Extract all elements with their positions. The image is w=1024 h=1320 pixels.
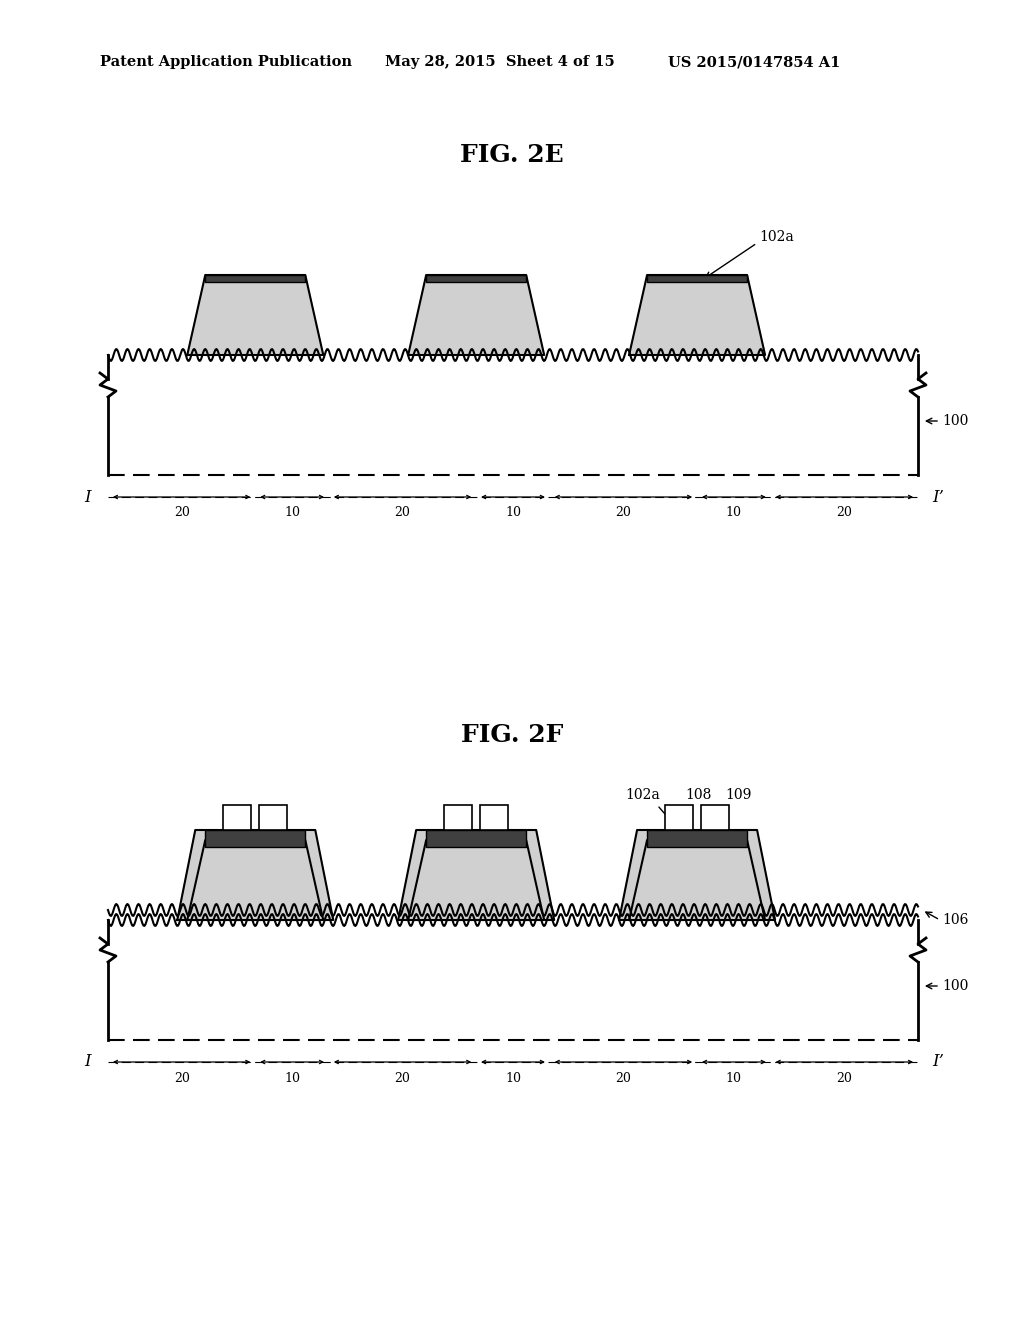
Bar [444,805,472,830]
Text: 102a: 102a [759,230,794,244]
Bar [426,275,526,282]
Polygon shape [188,841,323,919]
Polygon shape [409,840,544,920]
Text: 20: 20 [837,507,852,520]
Polygon shape [409,275,544,355]
Text: I: I [85,1053,91,1071]
Text: US 2015/0147854 A1: US 2015/0147854 A1 [668,55,841,69]
Bar [647,275,748,282]
Text: I: I [85,488,91,506]
Text: 106: 106 [942,913,969,927]
Polygon shape [177,830,333,920]
Text: 10: 10 [505,507,521,520]
Bar [480,805,508,830]
Text: Patent Application Publication: Patent Application Publication [100,55,352,69]
Text: 10: 10 [284,507,300,520]
Text: 10: 10 [726,1072,742,1085]
Bar [666,805,693,830]
Polygon shape [187,840,324,920]
Polygon shape [629,840,765,920]
Bar [205,275,305,282]
Text: 20: 20 [615,1072,632,1085]
Bar [205,830,305,847]
Bar [259,805,288,830]
Text: 10: 10 [505,1072,521,1085]
Text: 108: 108 [685,788,712,803]
Text: 109: 109 [725,788,752,803]
Text: 100: 100 [942,414,969,428]
Polygon shape [629,275,765,355]
Text: FIG. 2E: FIG. 2E [460,143,564,168]
Polygon shape [410,841,543,919]
Text: 20: 20 [394,507,411,520]
Text: 20: 20 [837,1072,852,1085]
Text: 102a: 102a [625,788,659,803]
Bar [426,830,526,847]
Polygon shape [620,830,775,920]
Text: I’: I’ [932,488,944,506]
Text: 100: 100 [942,979,969,993]
Bar [223,805,251,830]
Text: 20: 20 [174,507,189,520]
Text: FIG. 2F: FIG. 2F [461,723,563,747]
Bar [647,830,748,847]
Text: 10: 10 [284,1072,300,1085]
Bar [701,805,729,830]
Text: 20: 20 [174,1072,189,1085]
Text: 20: 20 [615,507,632,520]
Text: I’: I’ [932,1053,944,1071]
Text: 10: 10 [726,507,742,520]
Polygon shape [398,830,554,920]
Polygon shape [630,841,764,919]
Text: 20: 20 [394,1072,411,1085]
Polygon shape [187,275,324,355]
Text: May 28, 2015  Sheet 4 of 15: May 28, 2015 Sheet 4 of 15 [385,55,614,69]
